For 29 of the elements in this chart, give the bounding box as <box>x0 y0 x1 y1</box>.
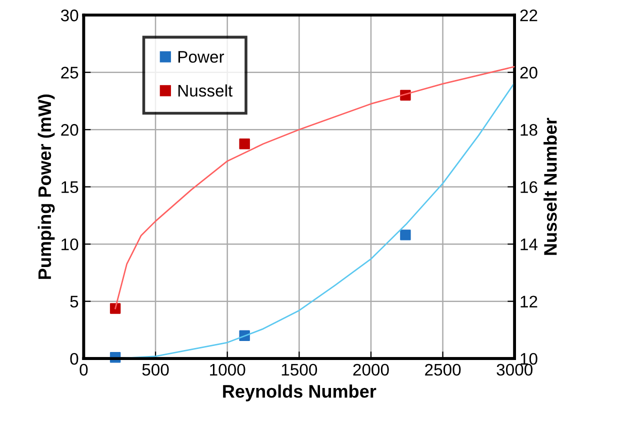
y-tick-label: 30 <box>60 10 78 22</box>
y-axis-title: Pumping Power (mW) <box>38 94 55 279</box>
y2-tick-label: 16 <box>520 181 538 194</box>
y2-tick-label: 12 <box>520 296 538 308</box>
y2-tick-label: 14 <box>520 238 538 250</box>
y-tick-label: 20 <box>61 124 78 136</box>
x-tick-label: 3000 <box>496 364 532 376</box>
y2-tick-label: 20 <box>520 66 538 79</box>
y2-tick-label: 18 <box>520 124 538 136</box>
legend-label: Nusselt <box>178 84 233 97</box>
x-tick-label: 1500 <box>282 364 318 376</box>
x-tick-label: 2500 <box>425 364 461 376</box>
x-axis-title: Reynolds Number <box>223 384 376 402</box>
y-tick-label: 25 <box>61 66 78 79</box>
point <box>239 138 250 150</box>
point <box>110 303 121 314</box>
y-tick-label: 0 <box>70 352 78 365</box>
y-tick-label: 10 <box>62 238 78 250</box>
legend-label: Power <box>178 51 224 63</box>
y-tick-label: 15 <box>62 181 78 194</box>
y-tick-label: 5 <box>70 296 78 308</box>
x-tick-label: 2000 <box>353 364 389 376</box>
x-tick-label: 0 <box>80 364 88 376</box>
y2-axis-title: Nusselt Number <box>544 118 557 255</box>
y2-tick-label: 10 <box>520 352 538 365</box>
point <box>400 230 411 240</box>
x-tick-label: 500 <box>142 364 169 376</box>
y2-tick-label: 22 <box>520 10 538 22</box>
x-tick-label: 1000 <box>210 364 246 376</box>
